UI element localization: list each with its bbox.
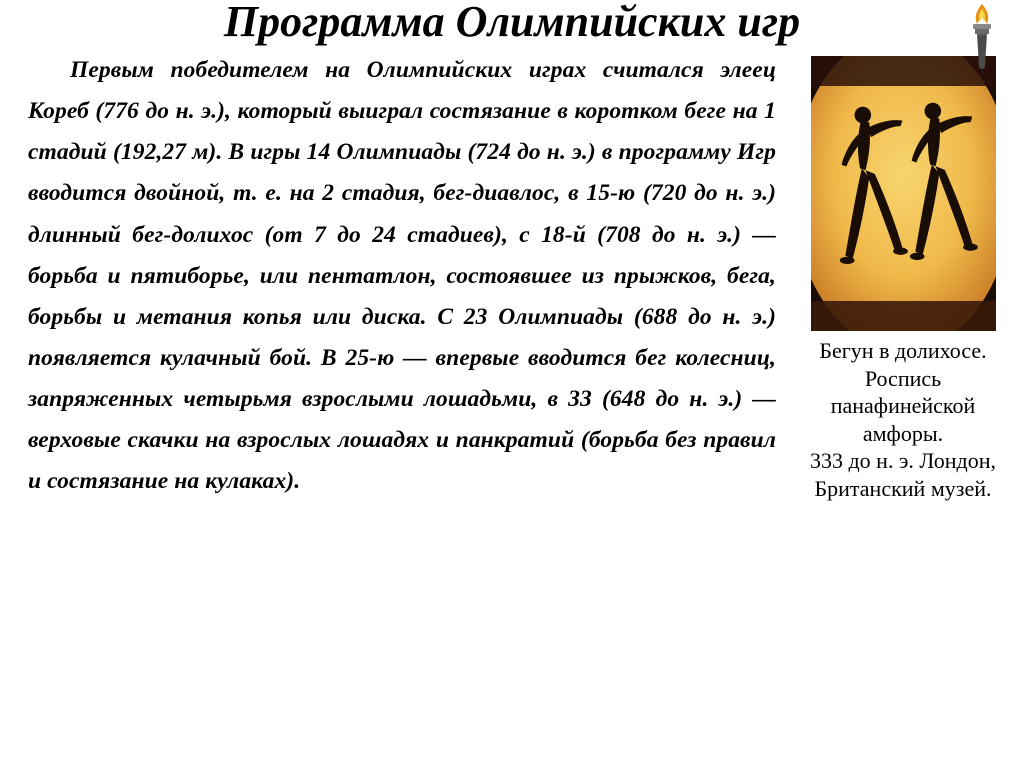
- content-area: Первым победителем на Олимпийских играх …: [0, 44, 1024, 502]
- olympic-torch-icon: [960, 0, 1004, 75]
- image-caption: Бегун в долихосе.Роспись панафинейской а…: [794, 337, 1012, 502]
- sidebar: Бегун в долихосе.Роспись панафинейской а…: [794, 50, 1012, 502]
- page-title: Программа Олимпийских игр: [0, 0, 1024, 44]
- body-paragraph: Первым победителем на Олимпийских играх …: [28, 50, 794, 502]
- amphora-runner-image: [811, 56, 996, 331]
